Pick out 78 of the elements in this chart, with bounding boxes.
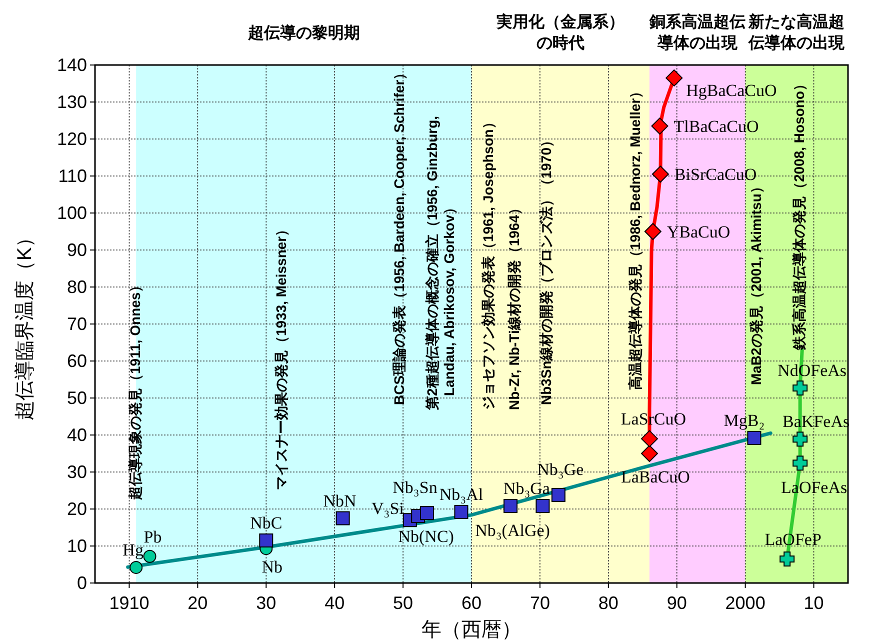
y-tick-label: 140 [56, 55, 87, 75]
annotation: Hg [122, 540, 144, 560]
annotation: Nb-Zr, Nb-Ti線材の開発（1964） [506, 201, 522, 410]
annotation: HgBaCaCuO [686, 80, 777, 100]
x-axis-title: 年（西暦） [422, 619, 522, 641]
point [259, 533, 274, 548]
annotation: 鉄系高温超伝導体の発見（2008, Hosono） [791, 76, 807, 351]
point [551, 488, 566, 502]
y-tick-label: 100 [56, 203, 87, 223]
annotation: Nb₃Sn [392, 478, 438, 498]
band-label: 超伝導の黎明期 [246, 24, 360, 42]
x-tick-label: 60 [461, 593, 482, 613]
y-tick-label: 60 [66, 351, 87, 371]
x-tick-label: 10 [804, 593, 824, 613]
point [792, 432, 808, 447]
x-tick-label: 40 [324, 593, 345, 613]
x-tick-label: 90 [666, 593, 687, 613]
band-label: 新たな高温超伝導体の出現 [748, 12, 846, 52]
band-label: 実用化（金属系）の時代 [495, 12, 624, 52]
x-tick-label: 50 [393, 593, 414, 613]
point [644, 223, 662, 240]
annotation: MgB₂ [724, 410, 765, 430]
annotation: 第2種超伝導体の概念の確立（1956, Ginzburg, Landau, Abrikosov, Gorkov） [424, 116, 457, 411]
y-tick-label: 120 [56, 129, 87, 149]
y-tick-label: 50 [66, 388, 87, 408]
point [454, 504, 468, 519]
point [420, 506, 434, 520]
x-tick-label: 2000 [725, 593, 766, 613]
point [536, 499, 550, 514]
annotation: V₃Si [372, 499, 404, 518]
band-label: 銅系高温超伝導体の出現 [648, 12, 746, 52]
annotation: Nb₃Ga [503, 479, 550, 498]
annotation: Nb₃(AlGe) [475, 521, 550, 540]
y-tick-label: 40 [66, 425, 87, 445]
point [143, 550, 156, 563]
annotation: Nb3Sn線材の開発（ブロンズ法）（1970） [538, 134, 554, 405]
annotation: Nb(NC) [398, 527, 454, 546]
annotation: LaBaCuO [621, 468, 690, 486]
annotation: TlBaCaCuO [674, 117, 759, 136]
point [666, 69, 683, 86]
y-axis-title: 超伝導臨界温度（K） [14, 227, 36, 421]
y-tick-label: 20 [66, 499, 87, 519]
point [780, 551, 795, 566]
y-tick-label: 0 [76, 573, 87, 593]
point [652, 166, 669, 183]
y-tick-label: 10 [66, 536, 87, 556]
point [640, 445, 658, 462]
x-tick-label: 70 [530, 593, 550, 613]
annotation: Nb₃Al [439, 484, 484, 504]
annotation: ジョセフソン効果の発表（1961, Josephson） [480, 115, 496, 410]
point [747, 430, 762, 445]
y-tick-label: 70 [66, 314, 87, 334]
annotation: NbN [323, 491, 356, 510]
annotation: マイスナー効果の発見（1933, Meissner） [273, 222, 289, 490]
point [504, 499, 518, 514]
point [792, 456, 808, 471]
y-tick-label: 30 [66, 462, 87, 482]
point [651, 118, 668, 135]
annotation: NbC [250, 513, 282, 532]
annotation: YBaCuO [666, 222, 730, 242]
x-tick-label: 1910 [109, 593, 150, 613]
annotation: Nb [262, 558, 283, 577]
y-tick-label: 90 [66, 240, 87, 260]
x-tick-label: 20 [188, 593, 208, 613]
annotation: Pb [144, 527, 162, 546]
point [640, 430, 658, 448]
x-tick-label: 30 [256, 593, 276, 613]
x-tick-label: 80 [598, 593, 618, 613]
annotation: 高温超伝導体の発見（1986, Bednorz, Mueller） [627, 84, 643, 390]
point [336, 511, 350, 526]
annotation: 超伝導現象の発見（1911, Onnes） [127, 278, 143, 501]
annotation: Nb₃Ge [537, 460, 584, 479]
y-tick-label: 130 [56, 92, 87, 112]
y-tick-label: 110 [58, 166, 87, 186]
y-tick-label: 80 [66, 277, 87, 297]
point [130, 560, 143, 574]
point [792, 380, 808, 396]
annotation: BCS理論の発表（1956, Bardeen, Cooper, Schrifer） [391, 66, 407, 405]
